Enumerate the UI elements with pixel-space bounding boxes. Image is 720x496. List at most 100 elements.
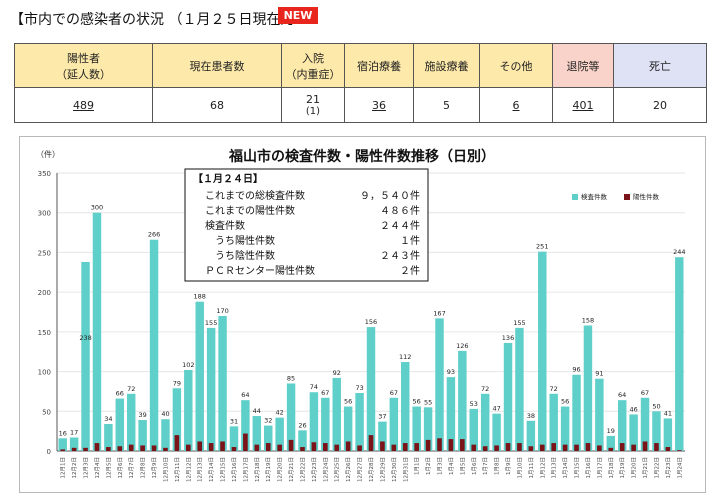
data-label: 266 xyxy=(148,231,160,239)
chart-svg: 福山市の検査件数・陽性件数推移（日別） （件） 0 50 100 150 200 250 300… xyxy=(36,148,686,482)
data-label: 56 xyxy=(344,398,352,406)
x-tick-label: 1月7日 xyxy=(482,457,489,475)
x-tick-label: 12月27日 xyxy=(357,457,364,482)
bar-positives xyxy=(574,444,579,451)
hospital-label-line2: （内重症） xyxy=(285,67,341,81)
info-box-row-value: ２４４件 xyxy=(380,220,420,232)
data-label: 39 xyxy=(138,411,146,419)
bar-positives xyxy=(425,439,431,451)
bar-tests xyxy=(229,426,239,451)
bar-tests xyxy=(572,374,581,451)
bar-tests xyxy=(126,393,136,451)
data-label: 38 xyxy=(527,412,535,420)
bar-positives xyxy=(345,441,351,451)
bar-tests xyxy=(218,315,227,451)
bar-positives xyxy=(71,447,77,451)
cumulative-value[interactable]: 489 xyxy=(14,87,153,123)
bar-tests xyxy=(469,408,478,451)
x-tick-label: 1月3日 xyxy=(437,457,444,475)
data-label: 300 xyxy=(91,204,103,212)
bar-positives xyxy=(551,443,557,451)
data-label: 85 xyxy=(287,374,295,382)
bar-tests xyxy=(549,393,558,451)
x-tick-label: 1月13日 xyxy=(551,457,558,479)
x-tick-label: 12月16日 xyxy=(231,457,238,482)
info-box-row-label: うち陽性件数 xyxy=(205,234,275,247)
bar-positives xyxy=(83,447,88,451)
x-tick-label: 1月14日 xyxy=(562,457,569,479)
bar-positives xyxy=(494,445,499,451)
legend-label-positives: 陽性件数 xyxy=(633,192,660,201)
bar-positives xyxy=(323,443,328,451)
bar-tests xyxy=(241,400,250,451)
x-tick-label: 12月9日 xyxy=(151,457,158,479)
hotel-value[interactable]: 36 xyxy=(344,87,414,123)
bar-tests xyxy=(115,398,125,451)
cumulative-header: 陽性者 （延人数） xyxy=(14,43,153,88)
x-tick-label: 1月15日 xyxy=(574,457,581,479)
bar-tests xyxy=(538,251,547,451)
y-tick-label: 200 xyxy=(38,289,51,297)
data-label: 244 xyxy=(673,248,685,256)
bar-positives xyxy=(197,441,203,451)
bar-positives xyxy=(163,447,168,451)
data-label: 74 xyxy=(310,383,318,391)
cumulative-label-line1: 陽性者 xyxy=(67,51,100,65)
bar-tests xyxy=(663,418,673,451)
data-label: 37 xyxy=(378,413,386,421)
bar-positives xyxy=(642,441,648,451)
bar-positives xyxy=(106,447,111,451)
bar-tests xyxy=(366,327,376,451)
y-tick-label: 0 xyxy=(47,448,51,456)
data-label: 158 xyxy=(582,317,594,325)
x-tick-label: 1月16日 xyxy=(585,457,592,479)
data-label: 47 xyxy=(492,405,500,413)
data-label: 19 xyxy=(607,427,615,435)
bar-tests xyxy=(652,411,661,451)
x-tick-label: 1月6日 xyxy=(471,457,478,475)
bar-tests xyxy=(264,425,273,451)
facility-value: 5 xyxy=(413,87,480,123)
bar-tests xyxy=(629,414,638,451)
x-tick-label: 12月7日 xyxy=(128,457,135,479)
bar-positives xyxy=(151,445,157,451)
data-label: 46 xyxy=(629,405,637,413)
data-label: 42 xyxy=(276,409,284,417)
header-title: 【市内での感染者の状況 （１月２５日現在）】 xyxy=(10,12,302,28)
x-tick-label: 1月21日 xyxy=(642,457,649,479)
bar-tests xyxy=(446,377,456,451)
legend-swatch-tests xyxy=(572,194,578,200)
bar-positives xyxy=(208,443,214,451)
bar-positives xyxy=(231,447,237,451)
data-label: 64 xyxy=(618,391,626,399)
info-box-heading: 【１月２４日】 xyxy=(193,172,263,185)
bar-tests xyxy=(104,423,113,451)
info-box-row-label: これまでの陽性件数 xyxy=(205,204,295,217)
data-label: 67 xyxy=(321,389,329,397)
y-tick-label: 100 xyxy=(38,369,51,377)
data-label: 73 xyxy=(355,384,363,392)
other-value[interactable]: 6 xyxy=(479,87,553,123)
bar-tests xyxy=(480,393,490,451)
current-value: 68 xyxy=(152,87,282,123)
x-tick-label: 12月11日 xyxy=(174,457,181,482)
bar-positives xyxy=(562,444,568,451)
info-box-row-value: ４８６件 xyxy=(380,205,420,217)
data-label: 32 xyxy=(264,417,272,425)
x-tick-label: 12月5日 xyxy=(105,457,112,479)
data-label: 72 xyxy=(481,385,489,393)
bar-tests xyxy=(138,420,147,451)
bar-positives xyxy=(220,441,225,451)
bar-tests xyxy=(378,421,387,451)
x-tick-label: 1月24日 xyxy=(676,457,683,479)
discharged-value[interactable]: 401 xyxy=(552,87,614,123)
bar-positives xyxy=(517,443,522,451)
bar-positives xyxy=(448,439,454,451)
info-box-row-value: １件 xyxy=(400,235,420,247)
bar-positives xyxy=(185,444,191,451)
discharged-header: 退院等 xyxy=(552,43,614,88)
bar-tests xyxy=(458,350,467,451)
bar-tests xyxy=(503,342,513,451)
bar-tests xyxy=(161,419,170,451)
y-tick-label: 50 xyxy=(42,408,51,416)
